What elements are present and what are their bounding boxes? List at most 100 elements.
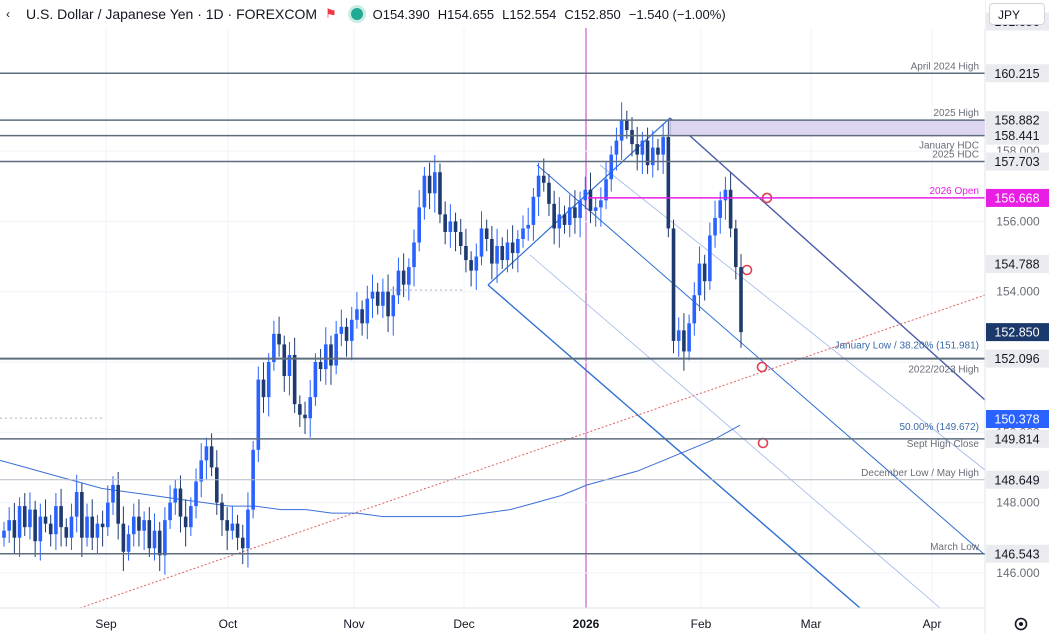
- candle-body: [728, 189, 733, 229]
- candle-body: [432, 172, 437, 194]
- chart-background: [0, 0, 985, 608]
- price-label-box: [986, 152, 1049, 171]
- candle-body: [734, 228, 738, 268]
- candle-body: [12, 520, 17, 538]
- candle-body: [484, 228, 489, 239]
- candle-body: [516, 238, 520, 254]
- symbol-title[interactable]: U.S. Dollar / Japanese Yen · 1D · FOREXC…: [26, 6, 317, 22]
- candle-body: [298, 404, 302, 415]
- candle-body: [225, 520, 229, 531]
- price-label-box: [986, 470, 1049, 489]
- candle-body: [458, 231, 463, 247]
- candle-body: [194, 481, 198, 507]
- candle-body: [567, 207, 572, 225]
- price-label-value: 148.649: [994, 473, 1039, 487]
- candle-body: [214, 467, 219, 503]
- candle-body: [121, 523, 126, 552]
- level-text-label: 2025 High: [933, 108, 979, 119]
- candle-body: [2, 530, 6, 538]
- candle-body: [438, 172, 442, 215]
- time-axis-label: Oct: [219, 617, 238, 631]
- candle-body: [448, 221, 453, 232]
- candle-body: [116, 484, 120, 524]
- candle-body: [661, 137, 665, 155]
- level-text-label: December Low / May High: [861, 468, 979, 479]
- moving-average-line: [0, 424, 741, 518]
- time-axis[interactable]: Sep Oct Nov Dec 2026 Feb Mar Apr: [95, 617, 941, 631]
- channel-median-line: [536, 164, 986, 556]
- anchor-marker: [741, 264, 753, 276]
- candle-body: [396, 270, 401, 296]
- candle-body: [541, 175, 546, 183]
- candle-body: [287, 354, 292, 377]
- candle-body: [85, 516, 89, 538]
- candle-body: [676, 330, 681, 341]
- ohlc-change-value: −1.540 (−1.00%): [628, 6, 726, 22]
- currency-selector[interactable]: JPY: [989, 3, 1045, 25]
- settings-gear-icon[interactable]: [1014, 617, 1028, 631]
- candle-body: [355, 309, 359, 320]
- candle-body: [111, 484, 115, 503]
- candle-body: [453, 221, 458, 232]
- candle-body: [739, 267, 743, 333]
- candle-body: [500, 246, 505, 261]
- level-text-label: Sept High Close: [907, 439, 980, 450]
- candle-body: [173, 488, 178, 503]
- candle-body: [407, 267, 411, 285]
- ohlc-open-label: O: [372, 6, 383, 22]
- candle-body: [609, 154, 614, 180]
- candle-body: [95, 523, 100, 538]
- live-dot-icon: [350, 8, 363, 20]
- channel-quarter-line-2: [529, 254, 941, 609]
- time-axis-label: 2026: [573, 617, 600, 631]
- candle-body: [697, 263, 702, 296]
- candle-body: [718, 200, 723, 218]
- price-label-box: [986, 188, 1049, 207]
- candle-body: [671, 228, 676, 341]
- candle-body: [635, 144, 639, 155]
- candle-body: [152, 530, 157, 549]
- price-label-value: 152.850: [994, 326, 1039, 340]
- candle-body: [183, 516, 188, 528]
- candle-body: [64, 527, 69, 538]
- anchor-marker: [756, 361, 768, 373]
- candle-body: [80, 492, 84, 538]
- candle-body: [199, 460, 204, 482]
- flag-icon[interactable]: ⚑: [325, 6, 337, 21]
- price-axis-label: 154.000: [996, 285, 1040, 299]
- candle-body: [7, 520, 11, 531]
- price-axis[interactable]: 146.000148.000150.000152.000154.000156.0…: [986, 12, 1049, 580]
- candle-body: [375, 291, 380, 306]
- candle-body: [240, 537, 245, 549]
- candle-body: [443, 214, 447, 232]
- candle-body: [370, 291, 375, 299]
- ohlc-close-label: C: [564, 6, 574, 22]
- candle-body: [619, 119, 624, 141]
- candle-body: [329, 344, 333, 366]
- candle-body: [272, 333, 276, 362]
- candle-body: [531, 196, 536, 225]
- candle-body: [412, 242, 416, 268]
- candle-body: [666, 137, 671, 229]
- candle-body: [386, 291, 390, 317]
- candle-body: [17, 506, 22, 538]
- chart-grid: [0, 0, 985, 608]
- candle-body: [147, 520, 152, 549]
- candle-body: [349, 319, 354, 341]
- candle-body: [713, 217, 717, 236]
- price-label-value: 152.096: [994, 352, 1039, 366]
- price-label-value: 154.788: [994, 258, 1039, 272]
- price-label-value: 146.543: [994, 547, 1039, 561]
- level-text-label: January Low / 38.20% (151.981): [834, 341, 979, 352]
- candle-body: [526, 224, 531, 229]
- currency-label: JPY: [998, 8, 1021, 22]
- candle-body: [562, 214, 567, 225]
- candle-body: [692, 295, 697, 324]
- candle-body: [209, 446, 214, 468]
- chevron-left-icon[interactable]: ‹: [6, 7, 10, 21]
- candle-body: [557, 214, 562, 229]
- candle-body: [645, 140, 650, 166]
- price-label-value: 157.703: [994, 155, 1039, 169]
